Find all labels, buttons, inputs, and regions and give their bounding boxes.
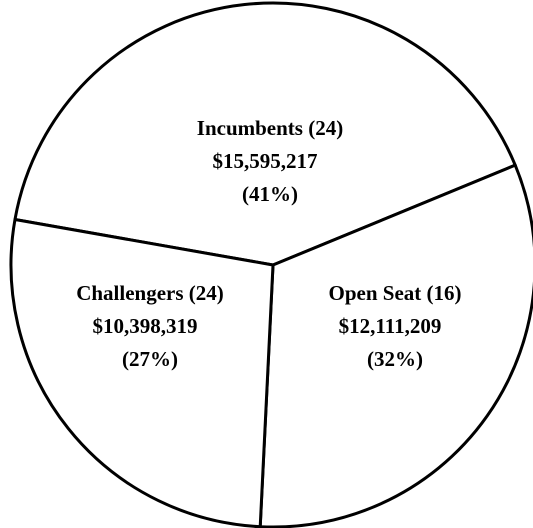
slice-label: Open Seat (16): [329, 281, 462, 305]
slice-percent: (27%): [122, 347, 178, 371]
slice-amount: $10,398,319: [93, 314, 198, 338]
slice-label: Incumbents (24): [197, 116, 343, 140]
slice-amount: $15,595,217: [213, 149, 318, 173]
slice-percent: (41%): [242, 182, 298, 206]
pie-slice: [9, 218, 275, 528]
pie-slice: [13, 1, 517, 267]
slice-label: Challengers (24): [76, 281, 224, 305]
slice-amount: $12,111,209: [339, 314, 442, 338]
slice-percent: (32%): [367, 347, 423, 371]
